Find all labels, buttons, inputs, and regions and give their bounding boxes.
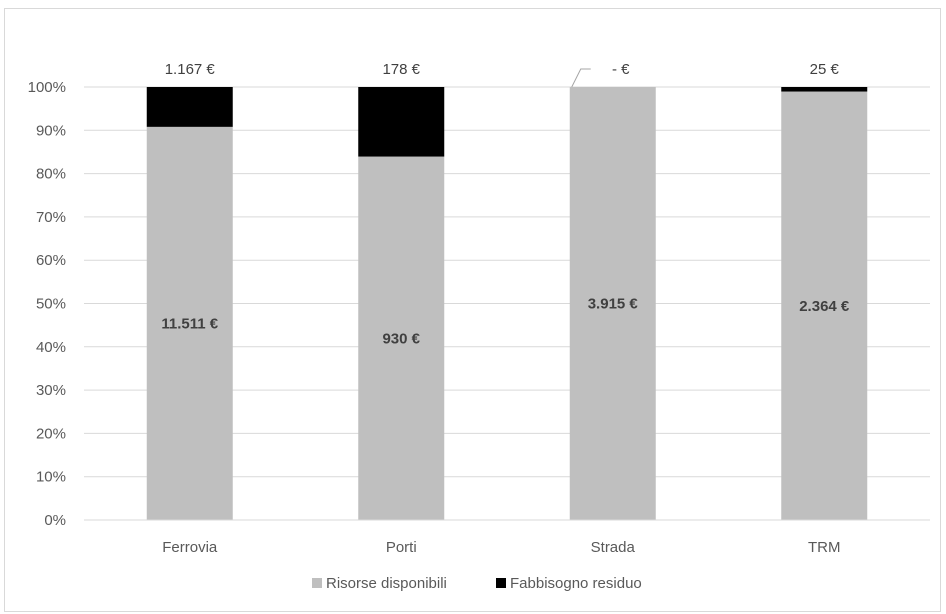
y-tick-label: 0% xyxy=(44,512,66,529)
data-label-fabbisogno-residuo: 25 € xyxy=(810,61,840,78)
x-tick-label: Strada xyxy=(591,539,636,556)
data-label-risorse-disponibili: 3.915 € xyxy=(588,296,639,313)
data-labels: 11.511 € 1.167 € 930 € 178 € 3.915 € - € 2.364… xyxy=(161,61,850,347)
y-tick-label: 80% xyxy=(36,166,66,183)
bar-fabbisogno-residuo xyxy=(146,87,233,127)
legend-swatch xyxy=(496,578,506,588)
y-tick-label: 70% xyxy=(36,209,66,226)
data-label-risorse-disponibili: 11.511 € xyxy=(161,315,218,332)
data-label-risorse-disponibili: 930 € xyxy=(382,330,420,347)
bars xyxy=(146,87,868,521)
data-label-fabbisogno-residuo: 178 € xyxy=(382,61,420,78)
bar-risorse-disponibili xyxy=(146,126,233,521)
y-tick-label: 60% xyxy=(36,252,66,269)
bar-risorse-disponibili xyxy=(569,87,656,520)
bar-fabbisogno-residuo xyxy=(781,87,868,92)
x-tick-label: Ferrovia xyxy=(162,539,218,556)
legend-label: Fabbisogno residuo xyxy=(510,575,642,592)
bar-fabbisogno-residuo xyxy=(358,87,445,157)
data-label-risorse-disponibili: 2.364 € xyxy=(799,298,850,315)
y-tick-label: 90% xyxy=(36,122,66,139)
y-tick-label: 50% xyxy=(36,296,66,313)
y-tick-label: 30% xyxy=(36,382,66,399)
y-tick-label: 10% xyxy=(36,469,66,486)
legend-label: Risorse disponibili xyxy=(326,575,447,592)
leader-line xyxy=(571,68,591,88)
y-tick-label: 40% xyxy=(36,339,66,356)
data-label-fabbisogno-residuo: - € xyxy=(612,61,630,78)
x-axis: Ferrovia Porti Strada TRM xyxy=(84,519,930,556)
y-axis: 0% 10% 20% 30% 40% 50% 60% 70% 80% 90% 100% xyxy=(28,79,66,529)
data-label-fabbisogno-residuo: 1.167 € xyxy=(165,61,216,78)
legend-swatch xyxy=(312,578,322,588)
bar-risorse-disponibili xyxy=(781,91,868,520)
y-tick-label: 20% xyxy=(36,425,66,442)
x-tick-label: Porti xyxy=(386,539,417,556)
x-tick-label: TRM xyxy=(808,539,841,556)
legend: Risorse disponibili Fabbisogno residuo xyxy=(312,575,642,592)
bar-risorse-disponibili xyxy=(358,156,445,520)
y-tick-label: 100% xyxy=(28,79,66,96)
